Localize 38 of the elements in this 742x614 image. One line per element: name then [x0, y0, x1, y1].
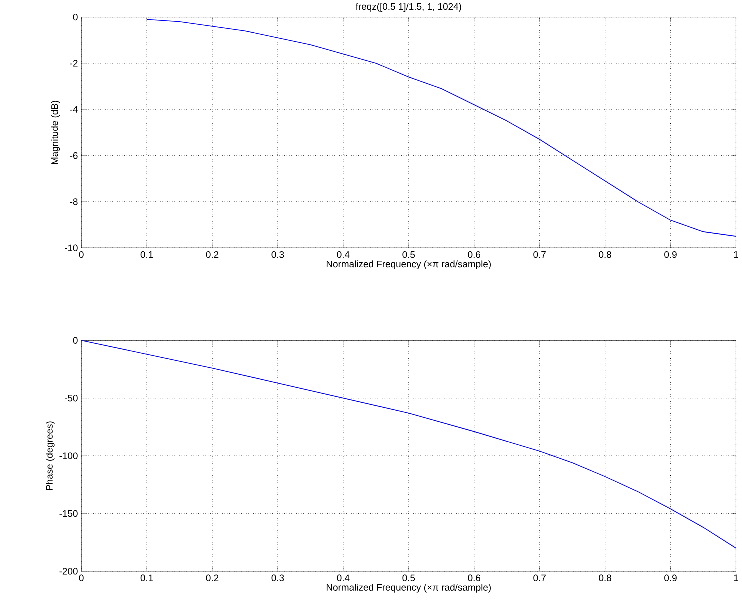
- x-tick-label: 0.3: [272, 251, 284, 258]
- y-tick-label: -50: [64, 394, 78, 402]
- y-tick-label: 0: [73, 337, 78, 344]
- x-tick-label: 1: [734, 251, 738, 258]
- x-tick-label: 0.5: [402, 251, 416, 258]
- x-tick-label: 0.1: [140, 251, 154, 258]
- x-tick-label: 0.8: [599, 251, 612, 258]
- x-tick-label: 0.8: [599, 574, 612, 582]
- y-tick-label: -4: [70, 106, 78, 113]
- y-axis-title: Phase (degrees): [46, 422, 55, 490]
- y-tick-label: -8: [70, 198, 78, 206]
- x-tick-label: 0.3: [272, 574, 284, 582]
- y-tick-label: -10: [64, 244, 78, 252]
- x-tick-label: 0.9: [664, 251, 677, 258]
- x-tick-label: 0.7: [534, 251, 546, 258]
- x-tick-label: 0.4: [337, 574, 350, 582]
- x-tick-label: 0.9: [664, 574, 677, 582]
- y-tick-label: -100: [60, 452, 78, 460]
- x-tick-label: 0.5: [402, 574, 416, 582]
- y-tick-label: -6: [70, 152, 78, 160]
- y-tick-label: -2: [70, 60, 78, 67]
- x-tick-label: 0.6: [468, 251, 481, 258]
- x-tick-label: 0.6: [468, 574, 481, 582]
- chart-title: freqz([0.5 1]/1.5, 1, 1024): [356, 3, 462, 12]
- x-tick-label: 0.1: [140, 574, 154, 582]
- x-tick-label: 0.7: [534, 574, 546, 582]
- x-axis-title: Normalized Frequency (×π rad/sample): [326, 584, 491, 593]
- x-tick-label: 0.2: [206, 251, 219, 258]
- x-tick-label: 1: [734, 574, 738, 582]
- x-tick-label: 0: [79, 574, 84, 582]
- y-tick-label: 0: [73, 14, 78, 21]
- y-axis-title: Magnitude (dB): [51, 100, 60, 164]
- x-axis-title: Normalized Frequency (×π rad/sample): [326, 260, 491, 270]
- x-tick-label: 0.2: [206, 574, 219, 582]
- x-tick-label: 0.4: [337, 251, 350, 258]
- y-tick-label: -150: [60, 510, 78, 517]
- x-tick-label: 0: [79, 251, 84, 258]
- y-tick-label: -200: [60, 568, 78, 575]
